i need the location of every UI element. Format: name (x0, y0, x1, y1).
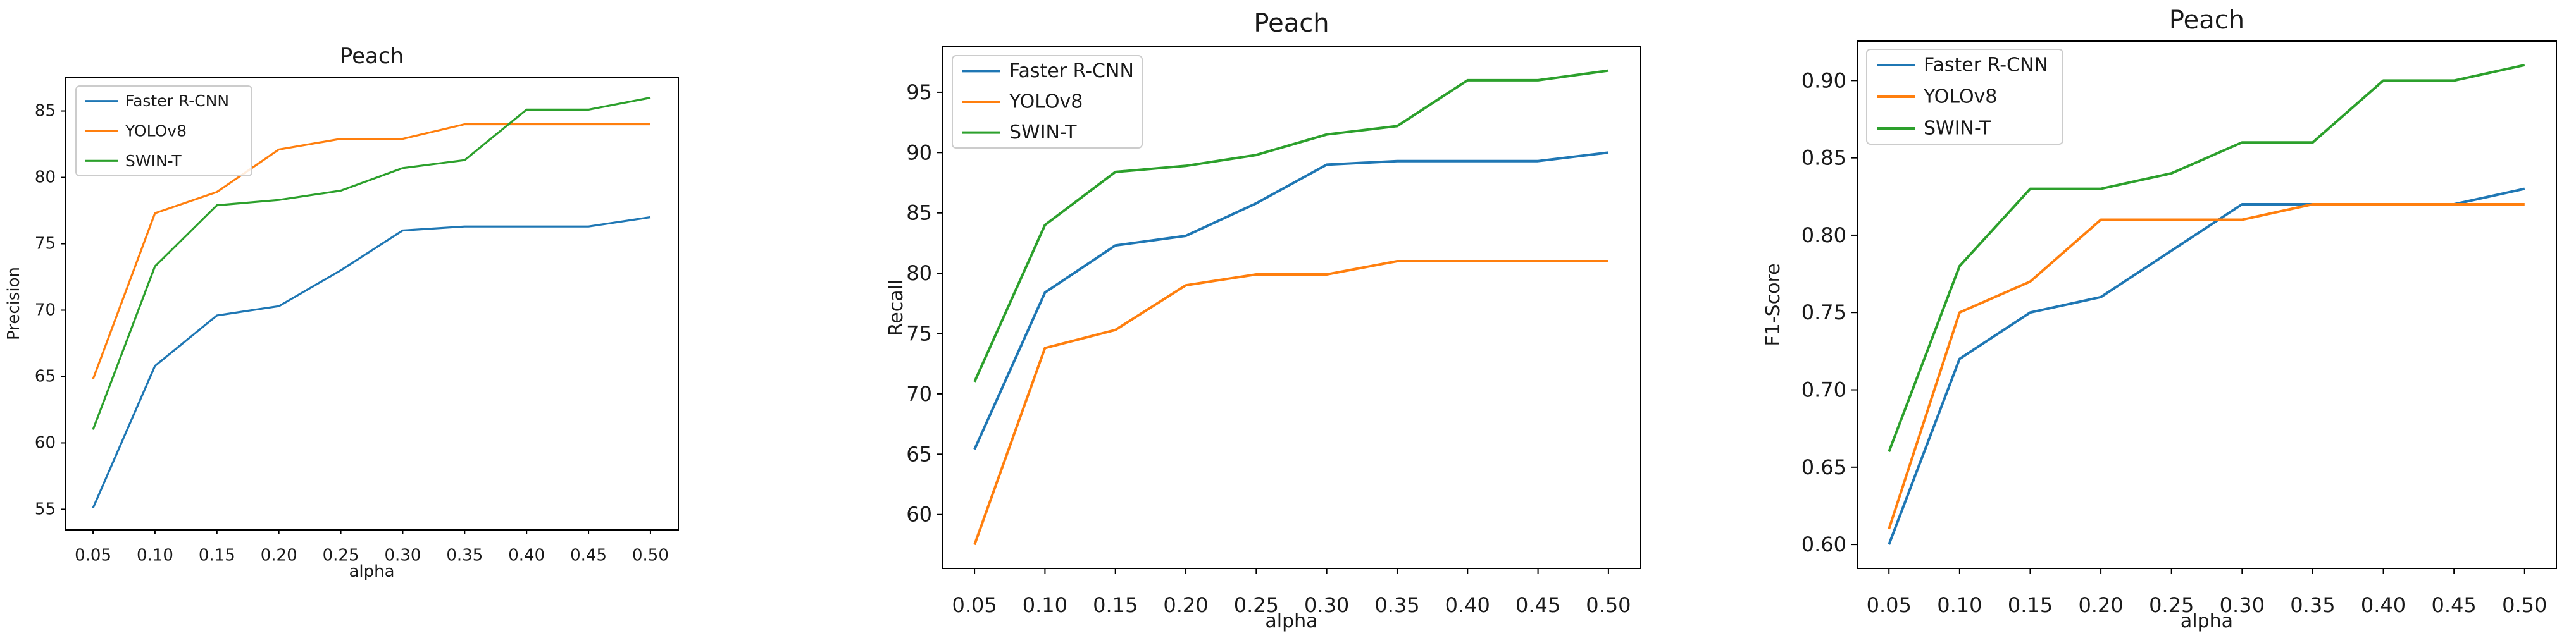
y-tick-label: 80 (35, 168, 56, 187)
series-line-yolov8 (1888, 203, 2525, 530)
x-tick-label: 0.40 (508, 546, 545, 565)
chart-title: Peach (340, 44, 404, 69)
x-tick-label: 0.05 (952, 593, 997, 617)
series-line-faster-r-cnn (1888, 187, 2525, 545)
y-tick-label: 0.90 (1801, 68, 1846, 92)
legend-label-yolov8: YOLOv8 (125, 122, 187, 140)
x-tick-label: 0.30 (2220, 593, 2265, 617)
x-tick-label: 0.50 (1586, 593, 1631, 617)
x-tick-label: 0.10 (1937, 593, 1982, 617)
y-tick-label: 0.60 (1801, 532, 1846, 556)
y-tick-label: 80 (906, 261, 932, 285)
legend-label-swin-t: SWIN-T (1924, 118, 1991, 140)
legend-label-yolov8: YOLOv8 (1923, 86, 1997, 108)
y-tick-label: 65 (35, 367, 56, 386)
legend-label-faster-r-cnn: Faster R-CNN (125, 92, 229, 110)
y-tick-label: 0.65 (1801, 455, 1846, 479)
x-axis-label: alpha (1265, 610, 1317, 632)
series-line-swin-t (973, 69, 1609, 383)
y-tick-label: 95 (906, 80, 932, 104)
x-tick-label: 0.10 (137, 546, 173, 565)
x-tick-label: 0.10 (1023, 593, 1067, 617)
x-tick-label: 0.15 (1093, 593, 1138, 617)
series-line-yolov8 (92, 123, 650, 380)
plot-area (942, 46, 1641, 569)
x-tick-label: 0.25 (1234, 593, 1279, 617)
y-tick-label: 60 (35, 433, 56, 452)
y-tick-label: 75 (35, 235, 56, 254)
x-tick-label: 0.05 (75, 546, 111, 565)
legend-label-swin-t: SWIN-T (125, 152, 182, 170)
x-tick-label: 0.20 (1163, 593, 1208, 617)
legend-box (1866, 49, 2063, 145)
x-tick-label: 0.05 (1867, 593, 1912, 617)
y-tick-label: 55 (35, 500, 56, 518)
y-tick-label: 0.70 (1801, 378, 1846, 402)
x-axis-label: alpha (2181, 610, 2233, 632)
x-tick-label: 0.25 (2149, 593, 2194, 617)
legend-label-yolov8: YOLOv8 (1009, 91, 1083, 113)
x-tick-label: 0.50 (632, 546, 669, 565)
chart-title: Peach (1254, 9, 1329, 38)
x-tick-label: 0.45 (570, 546, 607, 565)
f1-score-chart: Peach alpha F1-Score 0.60 0.65 0.70 0.75 0.80 0.… (1762, 6, 2557, 632)
x-tick-label: 0.40 (2361, 593, 2406, 617)
series-line-swin-t (92, 96, 651, 431)
y-tick-label: 85 (35, 102, 56, 121)
legend-label-swin-t: SWIN-T (1009, 121, 1077, 144)
y-tick-label: 90 (906, 140, 932, 164)
y-tick-label: 70 (906, 382, 932, 406)
y-tick-label: 0.80 (1801, 223, 1846, 247)
recall-chart: Peach alpha Recall 60 65 70 75 80 85 90 95 0.05 0.10… (886, 9, 1641, 632)
x-tick-label: 0.45 (2432, 593, 2477, 617)
y-tick-label: 75 (906, 322, 932, 346)
chart-title: Peach (2169, 6, 2244, 35)
x-axis-label: alpha (349, 562, 394, 581)
y-tick-label: 85 (906, 201, 932, 225)
legend-box (952, 55, 1143, 149)
y-tick-label: 65 (906, 442, 932, 466)
y-tick-label: 70 (35, 300, 56, 319)
precision-chart: Peach alpha Precision 55 60 65 70 75 80 85 0.05 0.1… (4, 44, 679, 581)
y-axis-label: Recall (886, 279, 907, 336)
x-tick-label: 0.50 (2502, 593, 2547, 617)
legend-label-faster-r-cnn: Faster R-CNN (1924, 54, 2048, 77)
x-tick-label: 0.15 (2008, 593, 2053, 617)
series-line-yolov8 (973, 260, 1608, 546)
legend-box (75, 85, 252, 176)
x-tick-label: 0.45 (1515, 593, 1560, 617)
plot-area (1857, 40, 2557, 569)
x-tick-label: 0.20 (2078, 593, 2123, 617)
y-axis-label: F1-Score (1762, 263, 1784, 346)
x-tick-label: 0.20 (261, 546, 297, 565)
series-line-faster-r-cnn (92, 216, 651, 509)
y-tick-label: 0.75 (1801, 300, 1846, 324)
x-tick-label: 0.35 (2290, 593, 2335, 617)
x-tick-label: 0.35 (1374, 593, 1419, 617)
plot-area (65, 77, 679, 531)
series-line-swin-t (1888, 63, 2525, 453)
series-line-faster-r-cnn (973, 151, 1609, 450)
y-tick-label: 0.85 (1801, 146, 1846, 170)
x-tick-label: 0.25 (323, 546, 359, 565)
x-tick-label: 0.35 (446, 546, 483, 565)
legend-label-faster-r-cnn: Faster R-CNN (1009, 60, 1134, 82)
x-tick-label: 0.40 (1445, 593, 1490, 617)
x-tick-label: 0.15 (199, 546, 235, 565)
x-tick-label: 0.30 (384, 546, 421, 565)
y-tick-label: 60 (906, 503, 932, 527)
x-tick-label: 0.30 (1304, 593, 1349, 617)
y-axis-label: Precision (4, 267, 23, 340)
